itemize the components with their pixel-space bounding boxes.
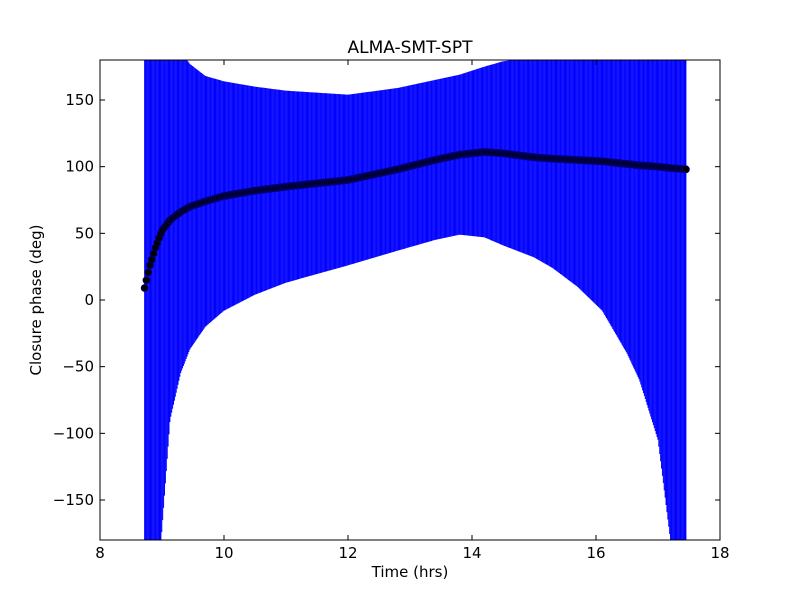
chart-title: ALMA-SMT-SPT: [347, 38, 473, 58]
y-axis-label: Closure phase (deg): [27, 225, 45, 376]
y-tick-label: −150: [53, 491, 94, 509]
y-tick-label: 0: [84, 291, 94, 309]
ticks: 8 10 12 14 16 18 −150 −100 −50 0 50 100 150: [53, 60, 730, 562]
x-tick-label: 14: [462, 544, 481, 562]
data-point: [144, 268, 153, 277]
data-points: [140, 148, 690, 292]
x-axis-label: Time (hrs): [371, 563, 449, 581]
y-tick-label: −50: [62, 358, 94, 376]
y-tick-label: 150: [65, 91, 94, 109]
data-point: [142, 276, 151, 285]
data-point: [682, 165, 690, 174]
x-tick-label: 18: [710, 544, 729, 562]
y-tick-label: −100: [53, 424, 94, 442]
x-tick-label: 12: [338, 544, 357, 562]
x-tick-label: 10: [214, 544, 233, 562]
x-tick-label: 16: [586, 544, 605, 562]
y-tick-label: 50: [75, 224, 94, 242]
x-tick-label: 8: [95, 544, 105, 562]
data-point: [140, 284, 149, 292]
y-tick-label: 100: [65, 158, 94, 176]
error-bars: [144, 60, 687, 540]
